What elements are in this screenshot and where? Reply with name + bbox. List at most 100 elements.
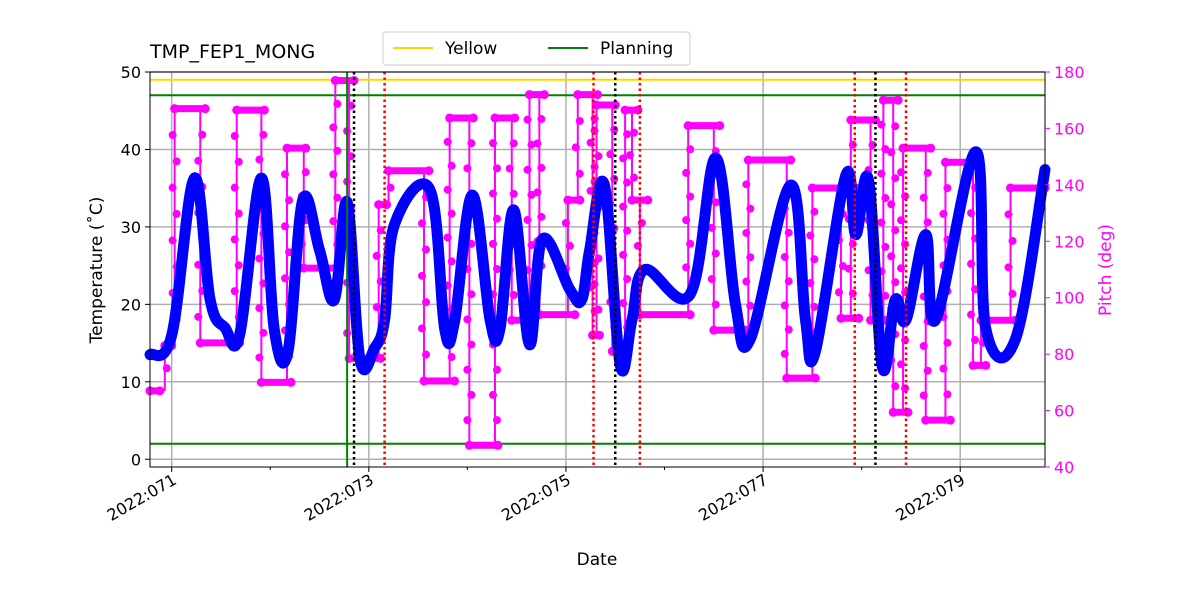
pitch-point bbox=[1004, 210, 1013, 219]
pitch-point bbox=[259, 328, 268, 337]
pitch-point bbox=[891, 382, 900, 391]
pitch-point bbox=[573, 90, 583, 100]
pitch-point bbox=[234, 261, 243, 270]
pitch-point bbox=[921, 415, 931, 425]
pitch-point bbox=[746, 301, 755, 310]
pitch-point bbox=[384, 166, 394, 176]
pitch-point bbox=[619, 154, 628, 163]
pitch-point bbox=[172, 157, 181, 166]
pitch-point bbox=[971, 285, 980, 294]
pitch-point bbox=[281, 222, 290, 231]
pitch-point bbox=[422, 298, 431, 307]
pitch-point bbox=[923, 168, 932, 177]
pitch-point bbox=[943, 338, 952, 347]
pitch-point bbox=[742, 277, 751, 286]
pitch-point bbox=[743, 155, 753, 165]
pitch-point bbox=[570, 310, 580, 320]
pitch-point bbox=[467, 290, 476, 299]
pitch-point bbox=[463, 164, 472, 173]
pitch-point bbox=[198, 130, 207, 139]
pitch-point bbox=[623, 130, 632, 139]
pitch-point bbox=[372, 303, 381, 312]
pitch-point bbox=[386, 183, 395, 192]
pitch-point bbox=[919, 341, 928, 350]
pitch-point bbox=[488, 239, 497, 248]
pitch-point bbox=[230, 235, 239, 244]
pitch-point bbox=[524, 90, 534, 100]
pitch-point bbox=[467, 390, 476, 399]
pitch-point bbox=[686, 192, 695, 201]
pitch-point bbox=[285, 248, 294, 257]
pitch-point bbox=[492, 214, 501, 223]
pitch-point bbox=[490, 113, 500, 123]
pitch-point bbox=[780, 252, 789, 261]
y-tick-label: 0 bbox=[131, 450, 141, 469]
pitch-point bbox=[686, 145, 695, 154]
pitch-point bbox=[172, 210, 181, 219]
pitch-point bbox=[968, 360, 978, 370]
pitch-point bbox=[594, 152, 603, 161]
pitch-point bbox=[372, 251, 381, 260]
pitch-point bbox=[561, 219, 570, 228]
event-lines bbox=[346, 72, 908, 467]
pitch-point bbox=[563, 195, 573, 205]
pitch-point bbox=[492, 265, 501, 274]
pitch-point bbox=[523, 115, 532, 124]
pitch-point bbox=[234, 209, 243, 218]
pitch-point bbox=[443, 137, 452, 146]
pitch-point bbox=[575, 116, 584, 125]
pitch-point bbox=[854, 313, 864, 323]
pitch-point bbox=[571, 143, 580, 152]
pitch-point bbox=[919, 193, 928, 202]
pitch-point bbox=[537, 115, 546, 124]
pitch-point bbox=[897, 360, 906, 369]
pitch-point bbox=[281, 170, 290, 179]
pitch-point bbox=[897, 168, 906, 177]
pitch-point bbox=[281, 274, 290, 283]
x-axis-label: Date bbox=[577, 550, 618, 570]
pitch-point bbox=[155, 386, 165, 396]
pitch-point bbox=[329, 217, 338, 226]
legend-label-yellow: Yellow bbox=[444, 39, 497, 59]
y2-axis-label: Pitch (deg) bbox=[1096, 224, 1116, 316]
pitch-point bbox=[682, 263, 691, 272]
y2-tick-label: 100 bbox=[1054, 289, 1085, 308]
pitch-point bbox=[593, 90, 602, 100]
pitch-point bbox=[194, 156, 203, 165]
pitch-point bbox=[285, 196, 294, 205]
pitch-point bbox=[463, 416, 472, 425]
pitch-point bbox=[780, 301, 789, 310]
pitch-point bbox=[742, 228, 751, 237]
pitch-point bbox=[610, 125, 619, 134]
pitch-point bbox=[967, 310, 976, 319]
pitch-point bbox=[786, 155, 796, 165]
pitch-point bbox=[877, 120, 886, 129]
y2-tick-label: 160 bbox=[1054, 119, 1085, 138]
pitch-point bbox=[374, 200, 384, 210]
pitch-point bbox=[746, 204, 755, 213]
pitch-point bbox=[333, 99, 342, 108]
pitch-point bbox=[488, 189, 497, 198]
pitch-point bbox=[967, 259, 976, 268]
pitch-point bbox=[806, 279, 815, 288]
pitch-point bbox=[170, 104, 180, 114]
pitch-point bbox=[329, 170, 338, 179]
pitch-point bbox=[746, 253, 755, 262]
pitch-point bbox=[967, 209, 976, 218]
pitch-point bbox=[780, 349, 789, 358]
pitch-point bbox=[686, 239, 695, 248]
pitch-point bbox=[234, 157, 243, 166]
pitch-point bbox=[168, 236, 177, 245]
pitch-point bbox=[784, 277, 793, 286]
pitch-point bbox=[707, 275, 716, 284]
pitch-point bbox=[637, 219, 646, 228]
pitch-point bbox=[230, 287, 239, 296]
pitch-point bbox=[881, 242, 890, 251]
plot-frame bbox=[149, 71, 1046, 468]
pitch-point bbox=[329, 123, 338, 132]
pitch-point bbox=[619, 299, 628, 308]
temperature-series bbox=[144, 146, 1051, 377]
pitch-point bbox=[620, 105, 630, 115]
pitch-point bbox=[782, 373, 792, 383]
pitch-point bbox=[836, 313, 846, 323]
